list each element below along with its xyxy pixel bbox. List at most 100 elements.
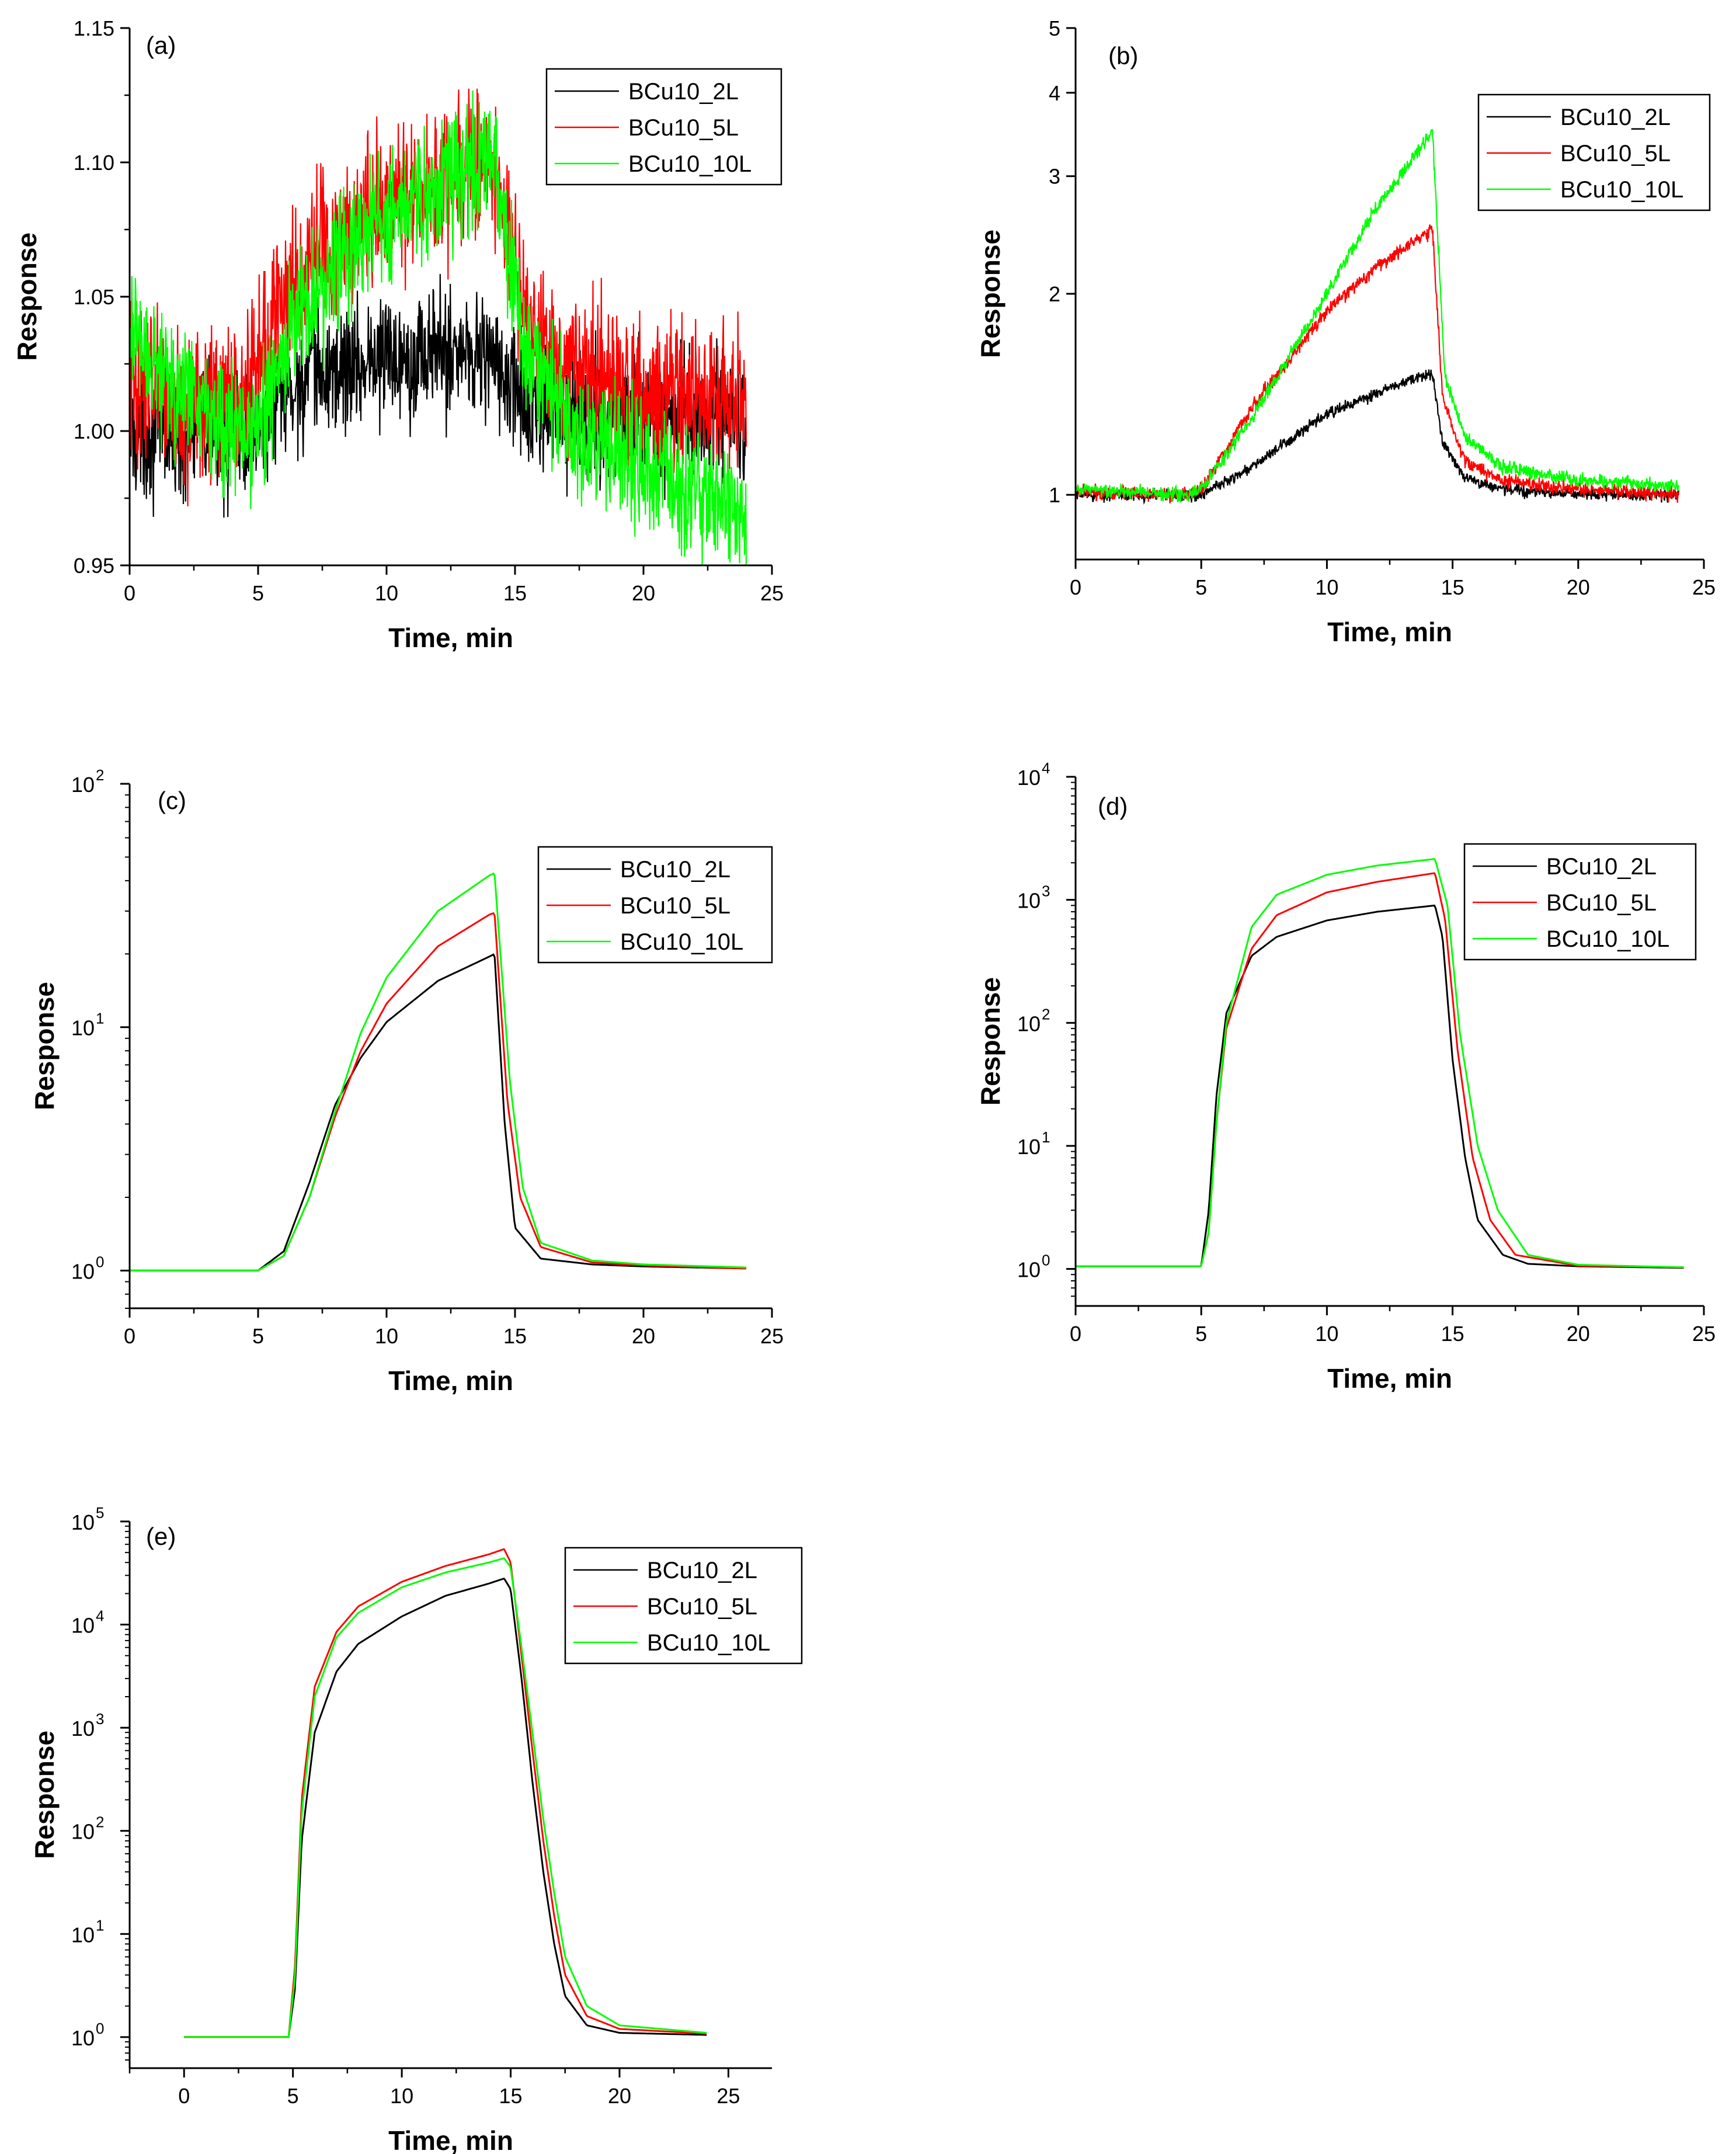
y-tick-exponent: 5 xyxy=(96,1504,104,1521)
series-line-bcu10-10l xyxy=(1076,128,1680,503)
y-tick-label: 10 xyxy=(1017,1012,1041,1036)
legend: BCu10_2L BCu10_5L BCu10_10L xyxy=(1477,93,1711,211)
x-tick-label: 15 xyxy=(499,2084,523,2108)
x-tick-label: 5 xyxy=(252,1324,264,1348)
x-axis-title: Time, min xyxy=(388,2125,513,2154)
legend-label: BCu10_10L xyxy=(1546,926,1669,952)
y-tick-label: 5 xyxy=(1049,16,1060,40)
y-tick-label: 10 xyxy=(1017,889,1041,913)
x-tick-label: 15 xyxy=(1441,575,1464,599)
y-tick-exponent: 3 xyxy=(96,1710,104,1728)
x-tick-label: 5 xyxy=(1195,1322,1207,1346)
series-line-bcu10-10l xyxy=(130,872,747,1271)
y-tick-label: 10 xyxy=(1017,1258,1041,1282)
y-tick-label: 10 xyxy=(71,1259,95,1283)
x-tick-label: 20 xyxy=(632,581,655,605)
y-tick-label: 10 xyxy=(1017,766,1041,790)
legend-label: BCu10_5L xyxy=(628,115,739,141)
x-tick-label: 25 xyxy=(716,2084,740,2108)
y-tick-label: 10 xyxy=(1017,1135,1041,1159)
legend-label: BCu10_2L xyxy=(1546,854,1657,880)
legend-label: BCu10_5L xyxy=(1560,141,1671,166)
x-tick-label: 10 xyxy=(390,2084,413,2108)
y-tick-label: 3 xyxy=(1049,165,1060,189)
y-tick-exponent: 2 xyxy=(96,766,104,784)
y-tick-exponent: 0 xyxy=(1042,1252,1050,1269)
legend-label: BCu10_5L xyxy=(1546,890,1657,916)
x-tick-label: 10 xyxy=(1315,575,1338,599)
legend: BCu10_2L BCu10_5L BCu10_10L xyxy=(564,1547,803,1665)
x-tick-label: 25 xyxy=(1692,575,1716,599)
panel-label: (e) xyxy=(146,1523,176,1550)
legend-label: BCu10_10L xyxy=(620,929,743,955)
y-tick-label: 10 xyxy=(71,1923,95,1947)
y-axis-title: Response xyxy=(29,1731,60,1859)
x-tick-label: 5 xyxy=(1195,575,1207,599)
y-axis-title: Response xyxy=(975,977,1006,1106)
y-tick-label: 4 xyxy=(1049,81,1060,105)
x-tick-label: 20 xyxy=(608,2084,631,2108)
x-tick-label: 20 xyxy=(632,1324,655,1348)
y-tick-label: 0.95 xyxy=(74,554,114,578)
panel-label: (b) xyxy=(1108,42,1138,70)
panel-label: (d) xyxy=(1098,793,1128,820)
x-axis-title: Time, min xyxy=(388,623,513,653)
y-tick-exponent: 3 xyxy=(1042,883,1050,900)
panel-b: 0 5 10 15 20 25 1 2 3 4 5 Time, min Response (b) BCu10… xyxy=(975,16,1716,647)
x-tick-label: 5 xyxy=(287,2084,299,2108)
legend: BCu10_2L BCu10_5L BCu10_10L xyxy=(537,846,773,964)
x-tick-label: 0 xyxy=(124,581,135,605)
x-axis-title: Time, min xyxy=(388,1366,513,1396)
y-tick-exponent: 2 xyxy=(1042,1005,1050,1023)
y-tick-exponent: 1 xyxy=(1042,1128,1050,1146)
y-tick-label: 10 xyxy=(71,1614,95,1638)
panel-label: (a) xyxy=(146,32,176,59)
y-tick-label: 10 xyxy=(71,1510,95,1534)
y-tick-label: 2 xyxy=(1049,282,1060,306)
legend-label: BCu10_2L xyxy=(647,1558,757,1583)
y-tick-label: 10 xyxy=(71,2026,95,2050)
x-tick-label: 0 xyxy=(178,2084,190,2108)
x-tick-label: 15 xyxy=(503,1324,527,1348)
y-tick-label: 10 xyxy=(71,1717,95,1740)
x-tick-label: 5 xyxy=(252,581,264,605)
y-tick-exponent: 4 xyxy=(1042,759,1050,777)
x-tick-label: 20 xyxy=(1567,575,1590,599)
y-axis-title: Response xyxy=(29,982,60,1110)
x-tick-label: 0 xyxy=(124,1324,135,1348)
x-tick-label: 0 xyxy=(1070,575,1081,599)
x-tick-label: 10 xyxy=(1315,1322,1338,1346)
y-tick-label: 10 xyxy=(71,773,95,797)
y-tick-label: 1 xyxy=(1049,483,1060,507)
y-tick-label: 1.15 xyxy=(74,16,114,40)
y-tick-label: 1.10 xyxy=(74,151,114,175)
legend-label: BCu10_2L xyxy=(628,79,739,105)
x-axis-title: Time, min xyxy=(1327,1363,1452,1394)
y-tick-label: 1.00 xyxy=(74,419,114,443)
x-tick-label: 15 xyxy=(503,581,527,605)
y-axis-title: Response xyxy=(12,232,42,361)
legend-label: BCu10_10L xyxy=(1560,177,1683,203)
y-axis-title: Response xyxy=(975,230,1006,358)
series-line-bcu10-5l xyxy=(1076,224,1679,503)
x-tick-label: 20 xyxy=(1567,1322,1590,1346)
y-tick-label: 10 xyxy=(71,1016,95,1040)
x-axis-title: Time, min xyxy=(1327,617,1452,647)
x-tick-label: 15 xyxy=(1441,1322,1464,1346)
y-tick-label: 10 xyxy=(71,1820,95,1844)
legend-label: BCu10_2L xyxy=(1560,105,1671,130)
legend: BCu10_2L BCu10_5L BCu10_10L xyxy=(1463,843,1697,961)
legend-label: BCu10_10L xyxy=(647,1630,770,1656)
legend-label: BCu10_5L xyxy=(647,1594,757,1620)
legend: BCu10_2L BCu10_5L BCu10_10L xyxy=(545,68,782,186)
x-tick-label: 10 xyxy=(375,1324,398,1348)
y-tick-label: 1.05 xyxy=(74,285,114,309)
series-line-bcu10-10l xyxy=(1076,858,1684,1269)
x-tick-label: 10 xyxy=(375,581,398,605)
x-tick-label: 25 xyxy=(1692,1322,1716,1346)
legend-label: BCu10_5L xyxy=(620,893,730,919)
x-tick-label: 25 xyxy=(760,581,784,605)
